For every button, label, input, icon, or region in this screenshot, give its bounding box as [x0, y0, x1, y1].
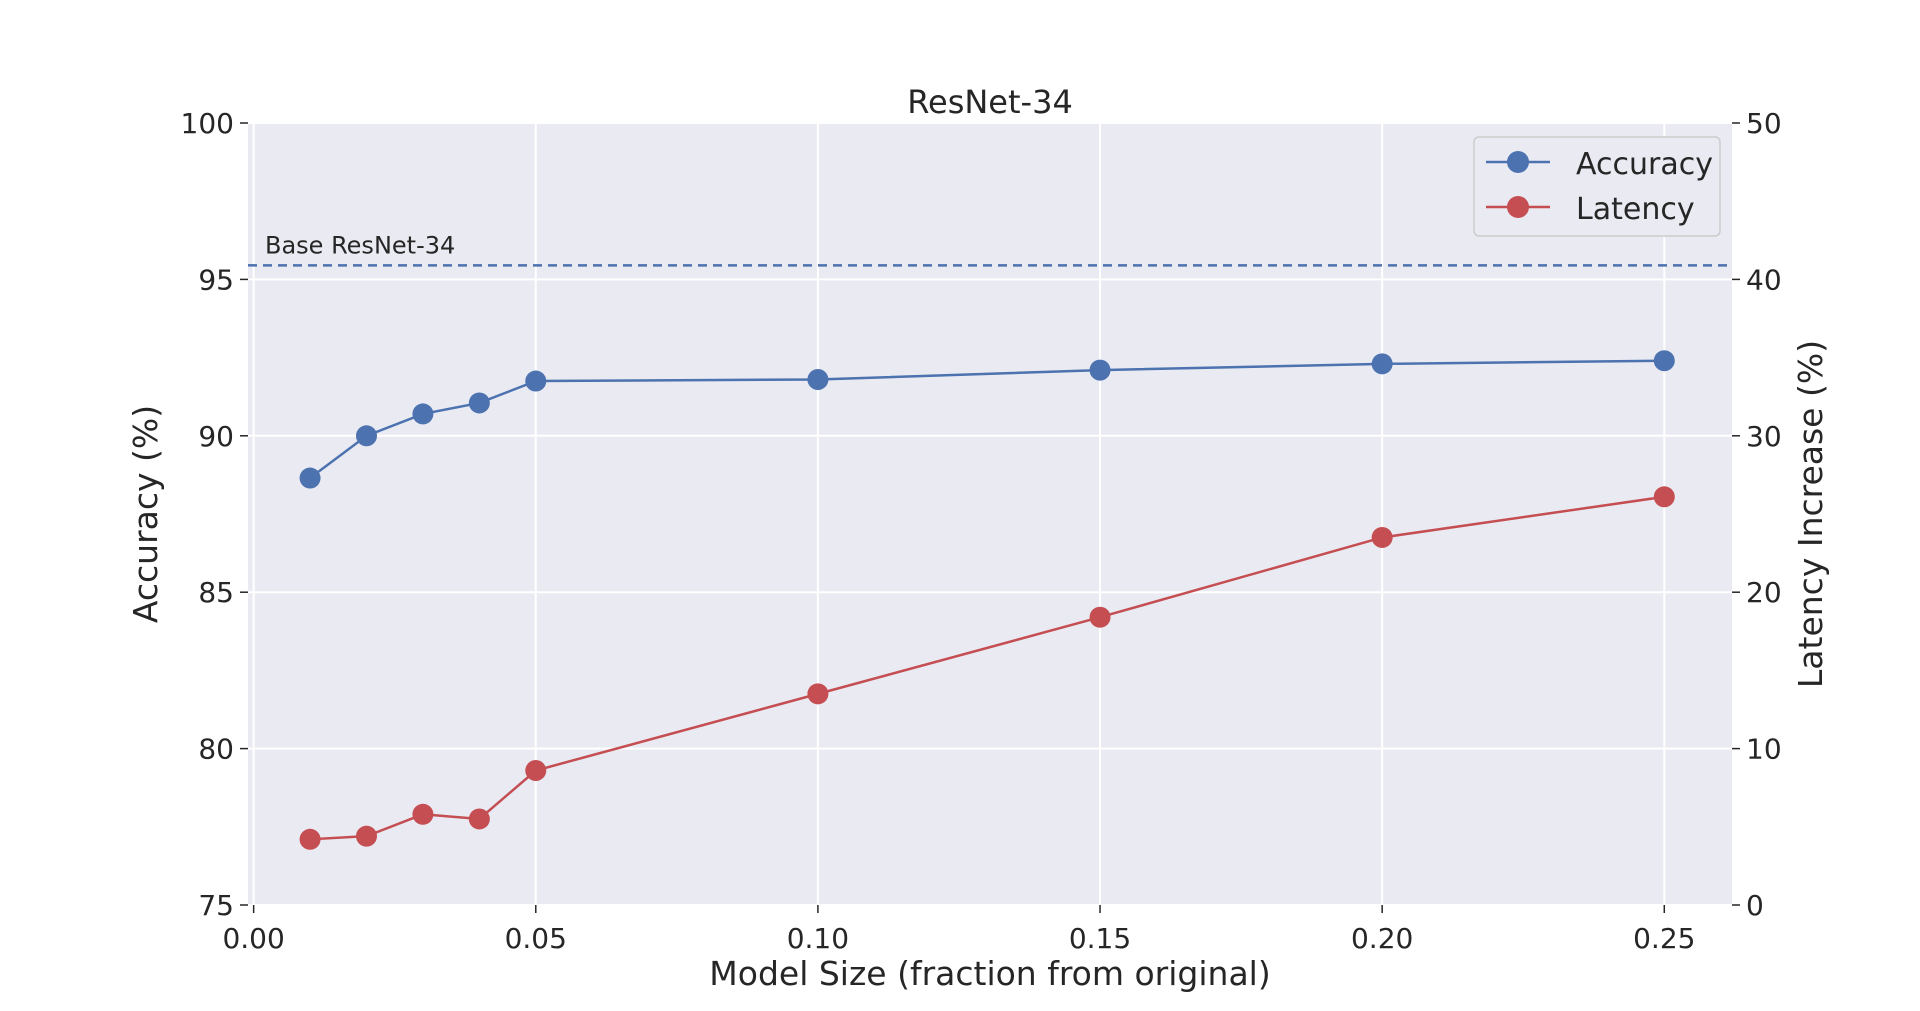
- x-tick-label: 0.20: [1351, 922, 1413, 955]
- legend: Accuracy Latency: [1473, 136, 1721, 237]
- y-left-tick-label: 100: [181, 107, 234, 140]
- x-tick-label: 0.25: [1633, 922, 1695, 955]
- legend-latency-marker: [1507, 196, 1529, 218]
- legend-latency-label: Latency: [1576, 192, 1695, 227]
- reference-line-group: Base ResNet-34: [248, 231, 1732, 267]
- y-left-tick-label: 75: [198, 889, 234, 922]
- y-right-tick-label: 0: [1746, 889, 1764, 922]
- reference-line-label: Base ResNet-34: [265, 231, 455, 259]
- accuracy-point: [807, 368, 829, 390]
- x-tick-label: 0.00: [222, 922, 284, 955]
- y-left-tick-label: 85: [198, 576, 234, 609]
- y-right-tick-label: 10: [1746, 733, 1782, 766]
- latency-point: [299, 828, 321, 850]
- latency-point: [355, 825, 377, 847]
- accuracy-point: [299, 467, 321, 489]
- grid: [248, 122, 1732, 906]
- legend-accuracy-label: Accuracy: [1576, 147, 1713, 182]
- y-axis-label-right: Latency Increase (%): [1791, 340, 1830, 688]
- accuracy-point: [1371, 353, 1393, 375]
- y-left-tick-label: 95: [198, 263, 234, 296]
- y-right-tick-label: 30: [1746, 420, 1782, 453]
- accuracy-point: [525, 370, 547, 392]
- x-axis-label: Model Size (fraction from original): [709, 954, 1270, 993]
- y-right-tick-label: 20: [1746, 576, 1782, 609]
- x-tick-label: 0.05: [505, 922, 567, 955]
- y-left-tick-label: 90: [198, 420, 234, 453]
- accuracy-point: [355, 425, 377, 447]
- ticks: 0.00 0.05 0.10 0.15 0.20 0.25 75 80 85 90 95 100 0 10…: [181, 107, 1782, 955]
- y-right-tick-label: 40: [1746, 263, 1782, 296]
- series-group: [299, 350, 1675, 850]
- accuracy-point: [1089, 359, 1111, 381]
- latency-point: [412, 803, 434, 825]
- x-tick-label: 0.10: [787, 922, 849, 955]
- latency-point: [525, 759, 547, 781]
- latency-point: [1653, 486, 1675, 508]
- latency-point: [807, 683, 829, 705]
- accuracy-point: [412, 403, 434, 425]
- latency-point: [468, 808, 490, 830]
- plot-background: [248, 123, 1732, 905]
- accuracy-point: [1653, 350, 1675, 372]
- y-right-tick-label: 50: [1746, 107, 1782, 140]
- chart-title: ResNet-34: [907, 83, 1073, 121]
- y-left-tick-label: 80: [198, 733, 234, 766]
- latency-point: [1371, 526, 1393, 548]
- latency-point: [1089, 606, 1111, 628]
- accuracy-point: [468, 392, 490, 414]
- x-tick-label: 0.15: [1069, 922, 1131, 955]
- y-axis-label-left: Accuracy (%): [126, 405, 165, 623]
- legend-accuracy-marker: [1507, 151, 1529, 173]
